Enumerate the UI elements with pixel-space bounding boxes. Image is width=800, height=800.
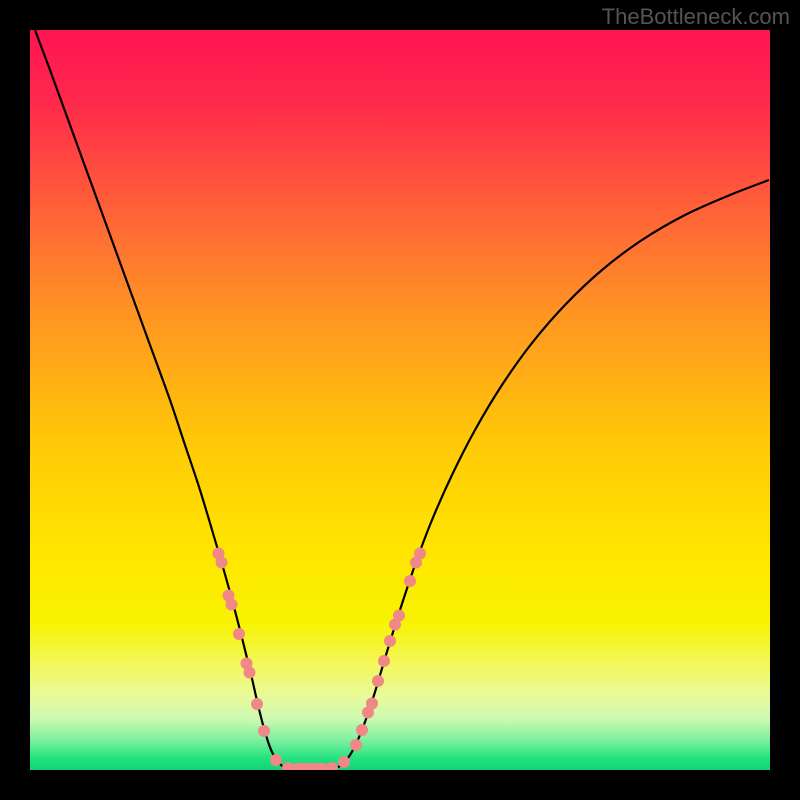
- gradient-background: [30, 30, 770, 770]
- chart-container: [30, 30, 770, 770]
- chart-svg: [30, 30, 770, 770]
- attribution-text: TheBottleneck.com: [602, 4, 790, 30]
